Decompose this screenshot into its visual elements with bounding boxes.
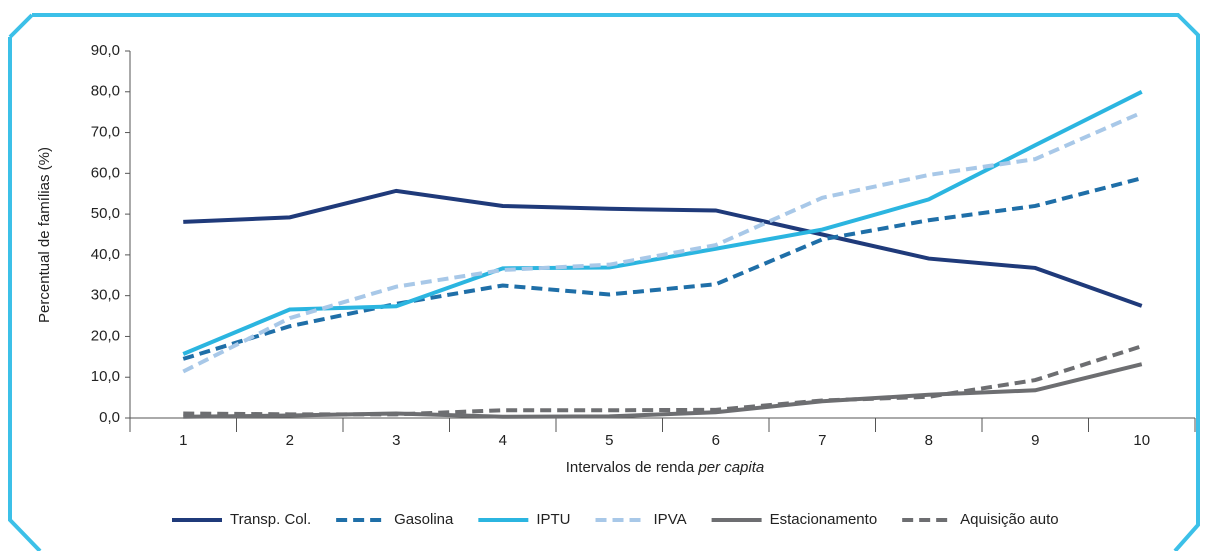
x-tick-label: 10 [1133,432,1150,449]
legend-label: Gasolina [394,511,454,528]
x-axis-label-part: Intervalos de renda [566,459,695,476]
x-axis-label-part: per capita [697,459,764,476]
x-tick-label: 1 [179,432,187,449]
y-tick-label: 40,0 [91,246,120,263]
x-tick-label: 8 [925,432,933,449]
legend-label: IPVA [654,511,687,528]
series-line [182,110,1143,374]
x-tick-label: 6 [712,432,720,449]
series-line [183,344,1143,417]
y-tick-label: 20,0 [91,327,120,344]
x-tick-label: 5 [605,432,613,449]
frame [8,13,1200,553]
y-tick-label: 0,0 [99,409,120,426]
legend-label: Aquisição auto [960,511,1058,528]
legend-label: Transp. Col. [230,511,311,528]
y-tick-label: 90,0 [91,42,120,59]
y-tick-label: 70,0 [91,124,120,141]
y-tick-label: 80,0 [91,83,120,100]
y-tick-label: 60,0 [91,164,120,181]
y-axis-label: Percentual de famílias (%) [36,147,53,323]
x-tick-label: 7 [818,432,826,449]
x-tick-label: 2 [286,432,294,449]
legend-label: Estacionamento [770,511,878,528]
series-line [182,176,1143,361]
x-tick-label: 3 [392,432,400,449]
x-tick-label: 9 [1031,432,1039,449]
series-line [183,188,1143,308]
series-line [182,89,1143,356]
legend-label: IPTU [536,511,570,528]
y-tick-label: 50,0 [91,205,120,222]
x-tick-label: 4 [499,432,507,449]
y-tick-label: 30,0 [91,287,120,304]
x-axis-label: Intervalos de renda per capita [566,459,764,476]
y-tick-label: 10,0 [91,368,120,385]
